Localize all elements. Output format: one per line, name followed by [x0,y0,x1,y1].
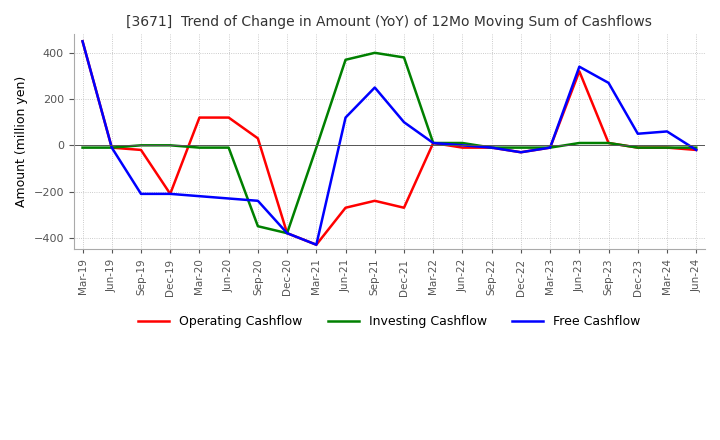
Operating Cashflow [662,145,671,150]
Investing Cashflow [692,145,701,150]
Operating Cashflow [253,136,262,141]
Investing Cashflow [107,145,116,150]
Investing Cashflow [78,145,87,150]
Free Cashflow [312,242,320,247]
Free Cashflow [634,131,642,136]
Operating Cashflow [429,140,438,146]
Operating Cashflow [458,145,467,150]
Line: Operating Cashflow: Operating Cashflow [83,41,696,245]
Free Cashflow [341,115,350,120]
Operating Cashflow [604,140,613,146]
Free Cashflow [546,145,554,150]
Free Cashflow [166,191,174,197]
Operating Cashflow [575,69,584,74]
Investing Cashflow [225,145,233,150]
Y-axis label: Amount (million yen): Amount (million yen) [15,76,28,208]
Operating Cashflow [341,205,350,210]
Free Cashflow [78,39,87,44]
Operating Cashflow [516,150,525,155]
Free Cashflow [516,150,525,155]
Free Cashflow [487,145,496,150]
Operating Cashflow [546,145,554,150]
Investing Cashflow [604,140,613,146]
Investing Cashflow [662,145,671,150]
Investing Cashflow [634,145,642,150]
Free Cashflow [575,64,584,70]
Operating Cashflow [692,147,701,153]
Investing Cashflow [371,50,379,55]
Operating Cashflow [137,147,145,153]
Investing Cashflow [341,57,350,62]
Investing Cashflow [283,231,292,236]
Investing Cashflow [429,140,438,146]
Investing Cashflow [137,143,145,148]
Free Cashflow [429,140,438,146]
Operating Cashflow [107,145,116,150]
Operating Cashflow [634,145,642,150]
Operating Cashflow [487,145,496,150]
Operating Cashflow [78,39,87,44]
Operating Cashflow [312,242,320,247]
Operating Cashflow [195,115,204,120]
Investing Cashflow [166,143,174,148]
Operating Cashflow [283,231,292,236]
Free Cashflow [195,194,204,199]
Operating Cashflow [400,205,408,210]
Free Cashflow [662,129,671,134]
Free Cashflow [253,198,262,203]
Title: [3671]  Trend of Change in Amount (YoY) of 12Mo Moving Sum of Cashflows: [3671] Trend of Change in Amount (YoY) o… [127,15,652,29]
Free Cashflow [400,120,408,125]
Investing Cashflow [575,140,584,146]
Free Cashflow [225,196,233,201]
Line: Free Cashflow: Free Cashflow [83,41,696,245]
Operating Cashflow [166,191,174,197]
Line: Investing Cashflow: Investing Cashflow [83,53,696,233]
Investing Cashflow [400,55,408,60]
Investing Cashflow [546,145,554,150]
Free Cashflow [107,145,116,150]
Legend: Operating Cashflow, Investing Cashflow, Free Cashflow: Operating Cashflow, Investing Cashflow, … [133,310,646,334]
Investing Cashflow [312,145,320,150]
Free Cashflow [371,85,379,90]
Free Cashflow [458,143,467,148]
Operating Cashflow [225,115,233,120]
Free Cashflow [283,231,292,236]
Investing Cashflow [195,145,204,150]
Free Cashflow [604,80,613,85]
Investing Cashflow [487,145,496,150]
Investing Cashflow [458,140,467,146]
Operating Cashflow [371,198,379,203]
Free Cashflow [137,191,145,197]
Free Cashflow [692,147,701,153]
Investing Cashflow [253,224,262,229]
Investing Cashflow [516,145,525,150]
